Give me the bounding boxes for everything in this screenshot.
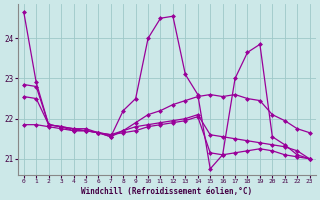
X-axis label: Windchill (Refroidissement éolien,°C): Windchill (Refroidissement éolien,°C) xyxy=(81,187,252,196)
